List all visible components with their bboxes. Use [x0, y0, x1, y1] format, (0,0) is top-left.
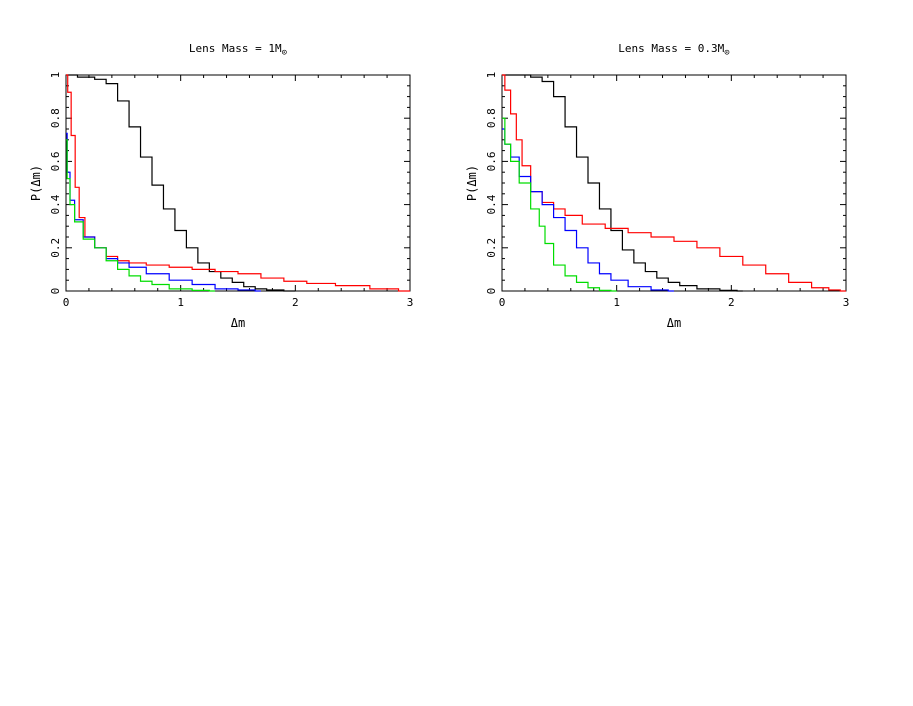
- y-tick-label: 1: [485, 72, 498, 79]
- y-tick-label: 1: [49, 72, 62, 79]
- y-tick-label: 0.2: [49, 238, 62, 258]
- x-tick-label: 3: [843, 296, 850, 309]
- y-tick-label: 0.6: [485, 151, 498, 171]
- chart-title-subscript: ⊙: [282, 48, 287, 58]
- x-tick-label: 0: [499, 296, 506, 309]
- y-tick-label: 0.8: [49, 108, 62, 128]
- chart-panel-left: 0 1 2 3 0 0.2 0.4 0.6 0.8 1 Lens Mass = 1M⊙ Δm P(Δm): [29, 42, 413, 330]
- chart-title: Lens Mass = 0.3M⊙: [618, 42, 729, 58]
- series-line-3: [502, 117, 617, 292]
- y-tick-label: 0.6: [49, 151, 62, 171]
- x-tick-label: 1: [613, 296, 620, 309]
- series-line-0: [502, 74, 743, 292]
- chart-title-main: Lens Mass = 0.3M: [618, 42, 724, 55]
- y-tick-label: 0.8: [485, 108, 498, 128]
- chart-panel-right: 0 1 2 3 0 0.2 0.4 0.6 0.8 1 Lens Mass = 0.3M⊙ Δm P(Δ…: [465, 42, 849, 330]
- y-tick-label: 0.4: [49, 194, 62, 214]
- y-axis-label: P(Δm): [29, 165, 43, 201]
- x-tick-label: 3: [407, 296, 414, 309]
- series-line-3: [66, 139, 216, 292]
- x-axis-label: Δm: [667, 316, 681, 330]
- x-tick-label: 2: [728, 296, 735, 309]
- x-axis-label: Δm: [231, 316, 245, 330]
- y-tick-label: 0: [49, 288, 62, 295]
- chart-title-main: Lens Mass = 1M: [189, 42, 282, 55]
- x-tick-label: 2: [292, 296, 299, 309]
- chart-title: Lens Mass = 1M⊙: [189, 42, 287, 58]
- x-tick-label: 1: [177, 296, 184, 309]
- y-tick-label: 0.2: [485, 238, 498, 258]
- series-line-2: [66, 132, 261, 292]
- chart-title-subscript: ⊙: [724, 48, 729, 58]
- series-line-1: [66, 74, 410, 292]
- series-line-1: [502, 74, 846, 292]
- y-axis-label: P(Δm): [465, 165, 479, 201]
- y-tick-label: 0: [485, 288, 498, 295]
- series-line-0: [66, 74, 296, 292]
- y-tick-label: 0.4: [485, 194, 498, 214]
- x-tick-label: 0: [63, 296, 70, 309]
- series-line-2: [502, 128, 674, 292]
